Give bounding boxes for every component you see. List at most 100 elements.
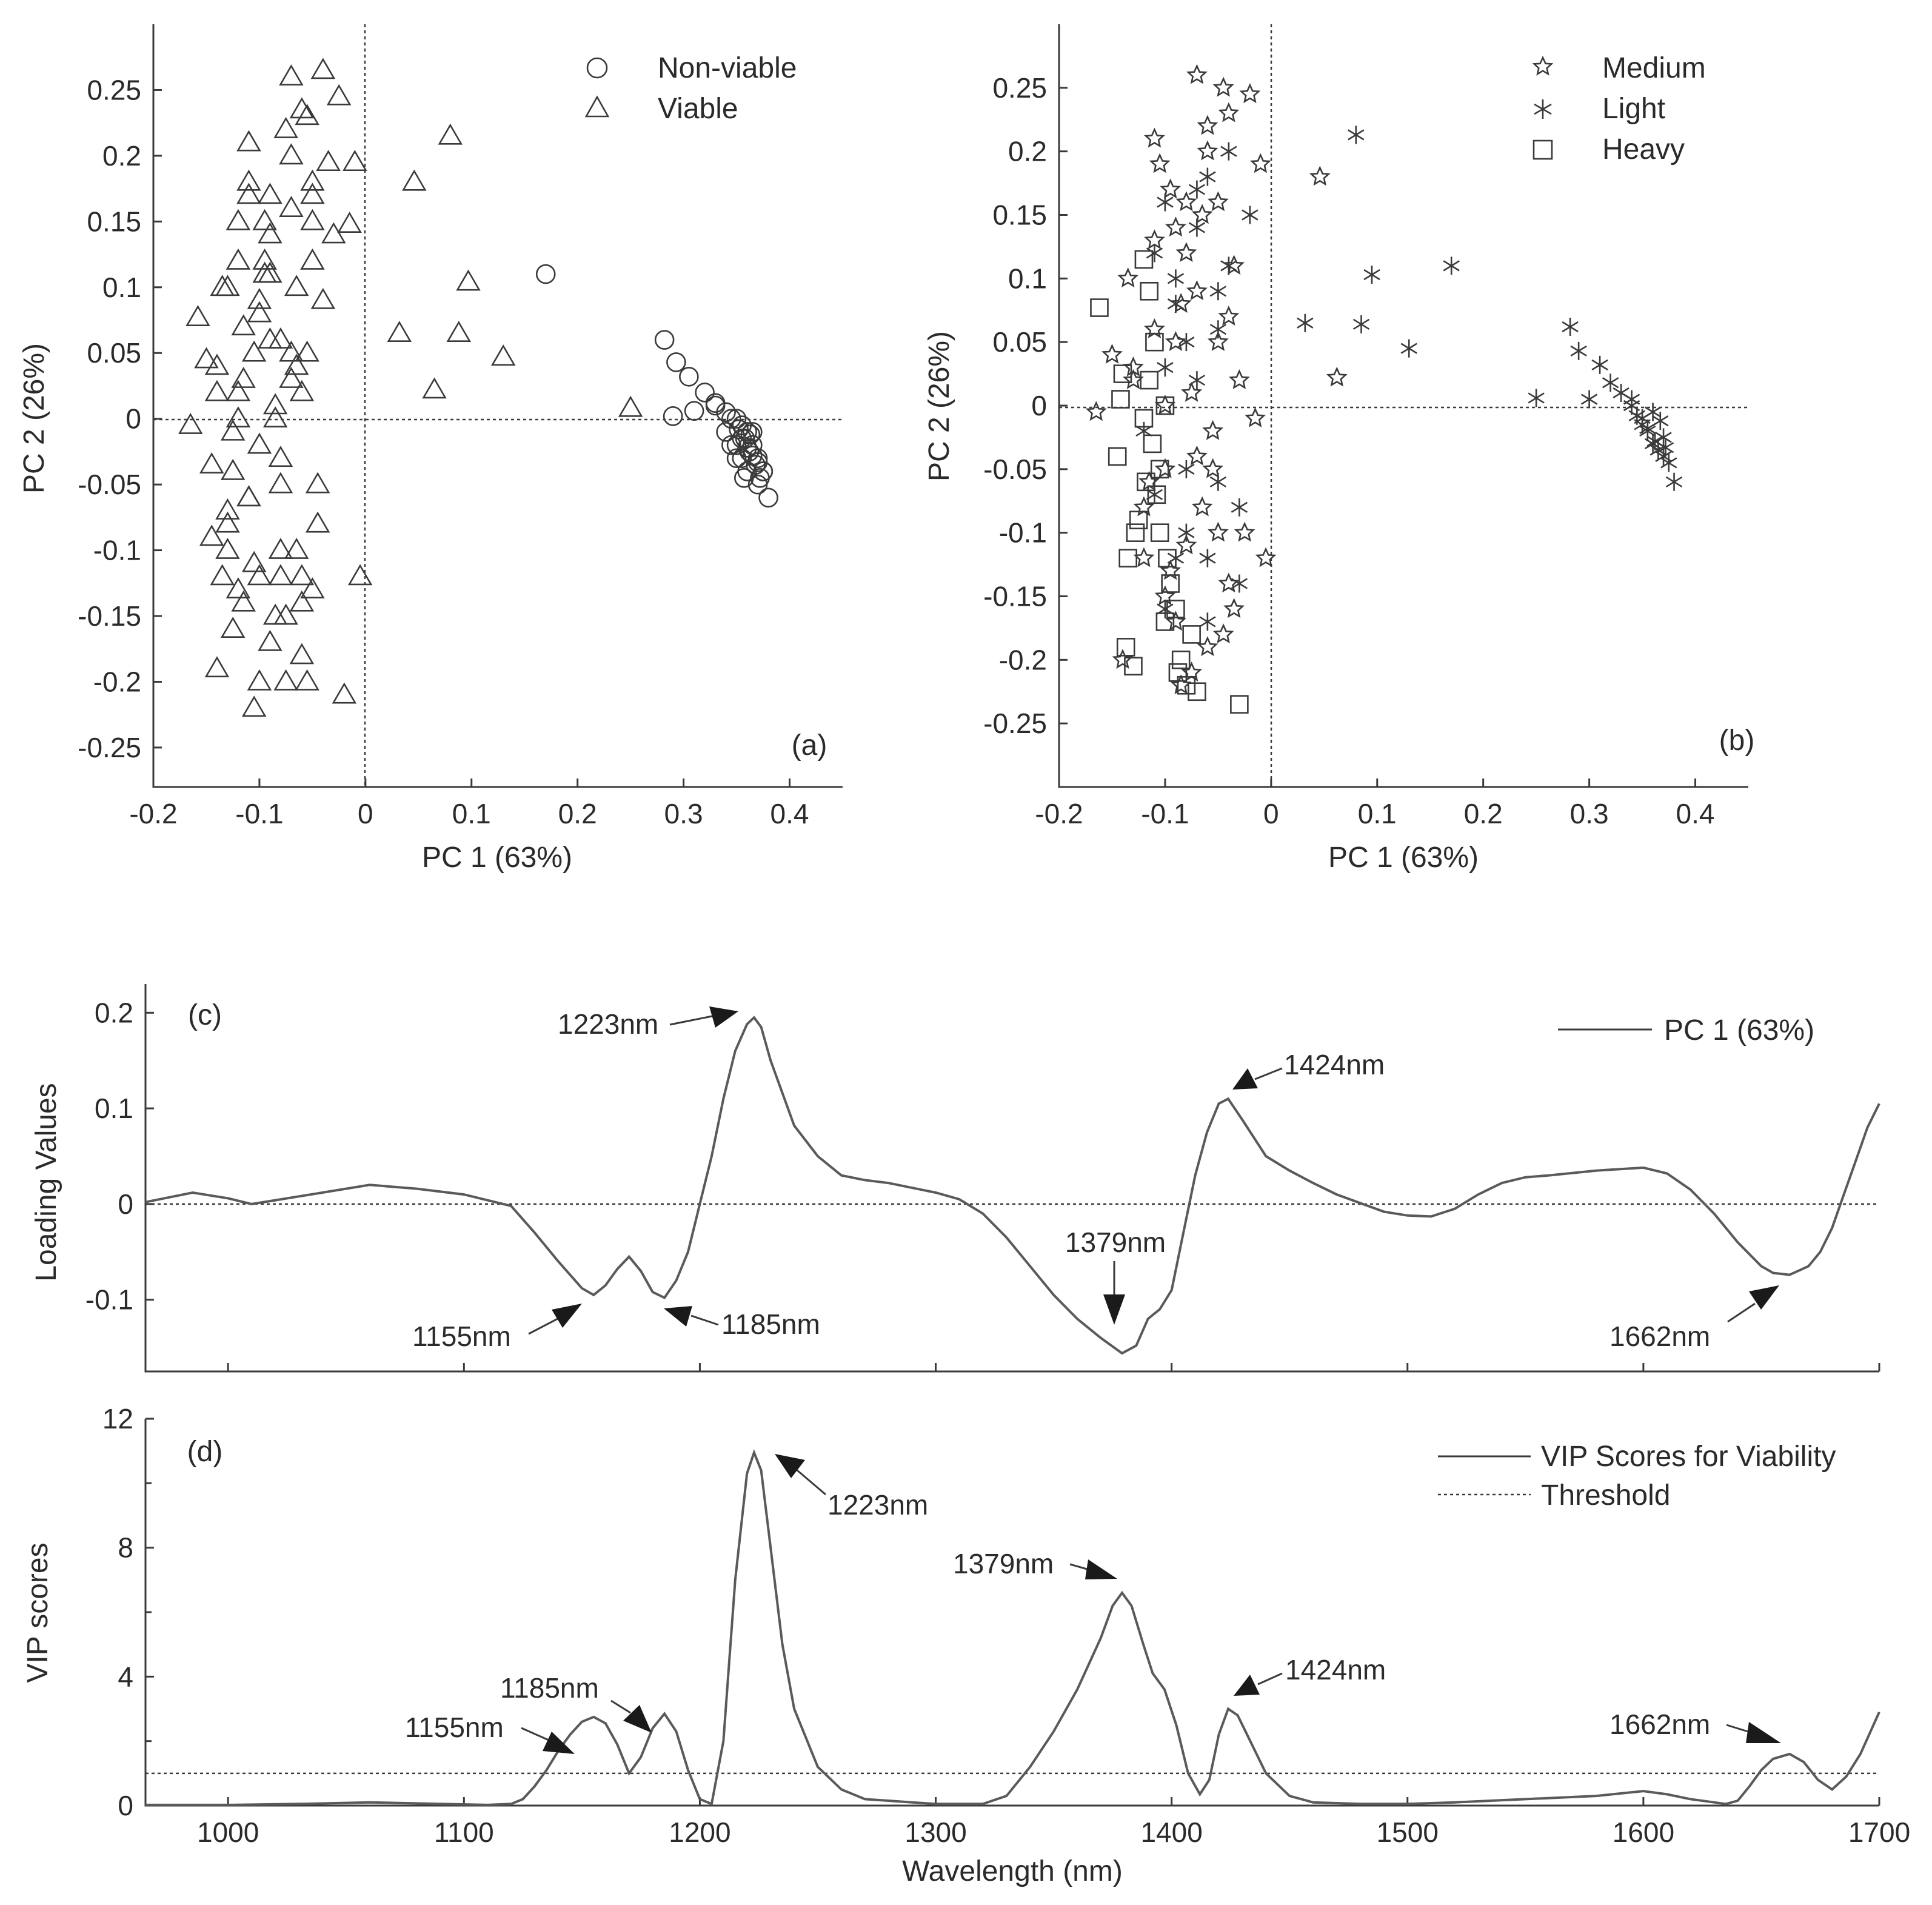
panel-c-annotations: 1223nm 1424nm 1379nm 1155nm 1185nm 1662n… bbox=[412, 1006, 1779, 1352]
x-tick-label: 1700 bbox=[1848, 1816, 1910, 1848]
non-viable-point bbox=[753, 461, 774, 481]
panel-a-x-label: PC 1 (63%) bbox=[422, 842, 572, 874]
viable-point bbox=[226, 380, 251, 401]
light-point bbox=[1220, 142, 1237, 161]
anno-d-1424: 1424nm bbox=[1285, 1654, 1386, 1686]
panel-b-y-label: PC 2 (26%) bbox=[923, 331, 955, 481]
heavy-point bbox=[1230, 695, 1249, 714]
y-tick-label: 0.1 bbox=[102, 272, 141, 303]
medium-point bbox=[1225, 599, 1244, 617]
non-viable-point bbox=[695, 383, 715, 403]
medium-point bbox=[1123, 357, 1143, 376]
y-tick-label: -0.25 bbox=[78, 732, 141, 763]
viable-point bbox=[215, 537, 240, 559]
medium-point bbox=[1235, 523, 1254, 541]
viable-point bbox=[618, 395, 643, 417]
light-point bbox=[1188, 180, 1206, 199]
arrow-d-1155-head bbox=[543, 1732, 575, 1754]
legend-pc1-label: PC 1 (63%) bbox=[1664, 1014, 1814, 1046]
viable-point bbox=[289, 380, 315, 401]
legend-heavy-label: Heavy bbox=[1602, 133, 1685, 166]
anno-d-1185: 1185nm bbox=[500, 1672, 599, 1704]
viable-point bbox=[300, 248, 325, 270]
light-point bbox=[1348, 126, 1365, 144]
light-point bbox=[1167, 295, 1185, 313]
legend-medium-marker bbox=[1533, 56, 1553, 75]
y-tick-label: 0.2 bbox=[95, 997, 133, 1028]
viable-point bbox=[300, 169, 325, 191]
non-viable-point bbox=[726, 448, 747, 469]
heavy-point bbox=[1140, 370, 1158, 390]
viable-point bbox=[226, 577, 251, 598]
non-viable-point bbox=[705, 393, 726, 413]
viable-point bbox=[258, 182, 282, 204]
viable-point bbox=[268, 472, 293, 494]
y-tick-label: 0 bbox=[125, 403, 141, 435]
medium-point bbox=[1155, 459, 1175, 478]
medium-point bbox=[1192, 497, 1212, 516]
non-viable-point bbox=[535, 264, 556, 284]
heavy-point bbox=[1129, 511, 1148, 530]
non-viable-point bbox=[734, 467, 754, 488]
viable-point bbox=[258, 629, 282, 651]
arrow-d-1155-shaft bbox=[521, 1727, 549, 1741]
light-point bbox=[1157, 193, 1174, 212]
x-tick-label: 1400 bbox=[1140, 1816, 1202, 1848]
y-tick-label: 0.1 bbox=[1008, 263, 1047, 294]
viable-point bbox=[289, 590, 315, 612]
medium-point bbox=[1134, 548, 1154, 566]
panel-b-data-points bbox=[1086, 65, 1683, 714]
viable-point bbox=[236, 485, 261, 507]
medium-point bbox=[1187, 281, 1207, 300]
viable-point bbox=[236, 169, 261, 191]
viable-point bbox=[300, 209, 325, 230]
viable-point bbox=[343, 150, 367, 172]
legend-threshold-label: Threshold bbox=[1541, 1479, 1670, 1512]
viable-point bbox=[204, 353, 230, 375]
viable-point bbox=[231, 367, 256, 388]
viable-point bbox=[194, 347, 219, 369]
non-viable-point bbox=[743, 446, 763, 466]
viable-point bbox=[284, 537, 309, 559]
y-tick-label: -0.15 bbox=[78, 600, 141, 632]
light-point bbox=[1652, 412, 1669, 430]
viable-point bbox=[231, 314, 256, 336]
light-point bbox=[1199, 167, 1216, 186]
y-tick-label: -0.05 bbox=[78, 469, 141, 500]
light-point bbox=[1657, 438, 1674, 457]
viable-point bbox=[402, 169, 427, 191]
non-viable-point bbox=[747, 452, 768, 472]
x-tick-label: 0.4 bbox=[1676, 798, 1715, 829]
viable-point bbox=[321, 222, 346, 244]
heavy-point bbox=[1150, 460, 1169, 479]
y-tick-label: -0.1 bbox=[85, 1284, 133, 1316]
heavy-point bbox=[1166, 600, 1185, 618]
anno-d-1155: 1155nm bbox=[405, 1712, 504, 1743]
y-tick-label: 0.05 bbox=[87, 337, 141, 369]
viable-point bbox=[310, 58, 336, 79]
y-tick-label: 0.25 bbox=[87, 74, 141, 105]
heavy-point bbox=[1182, 625, 1201, 644]
viable-point bbox=[446, 321, 472, 343]
medium-point bbox=[1214, 78, 1233, 96]
light-point bbox=[1167, 269, 1185, 288]
x-tick-label: 1500 bbox=[1377, 1816, 1439, 1848]
light-point bbox=[1242, 206, 1258, 224]
medium-point bbox=[1219, 103, 1238, 122]
medium-point bbox=[1214, 624, 1233, 643]
viable-point bbox=[220, 617, 246, 638]
non-viable-point bbox=[740, 424, 761, 445]
heavy-point bbox=[1171, 651, 1191, 669]
light-point bbox=[1528, 389, 1545, 407]
anno-c-1662: 1662nm bbox=[1609, 1321, 1710, 1352]
viable-point bbox=[220, 419, 246, 441]
viable-point bbox=[247, 287, 272, 309]
medium-point bbox=[1219, 306, 1238, 325]
y-tick-label: -0.2 bbox=[93, 666, 141, 697]
y-tick-label: 0 bbox=[1031, 390, 1047, 421]
viable-point bbox=[337, 212, 362, 233]
viable-point bbox=[422, 377, 447, 399]
light-point bbox=[1570, 341, 1587, 360]
viable-point bbox=[241, 340, 267, 362]
light-point bbox=[1178, 523, 1195, 542]
